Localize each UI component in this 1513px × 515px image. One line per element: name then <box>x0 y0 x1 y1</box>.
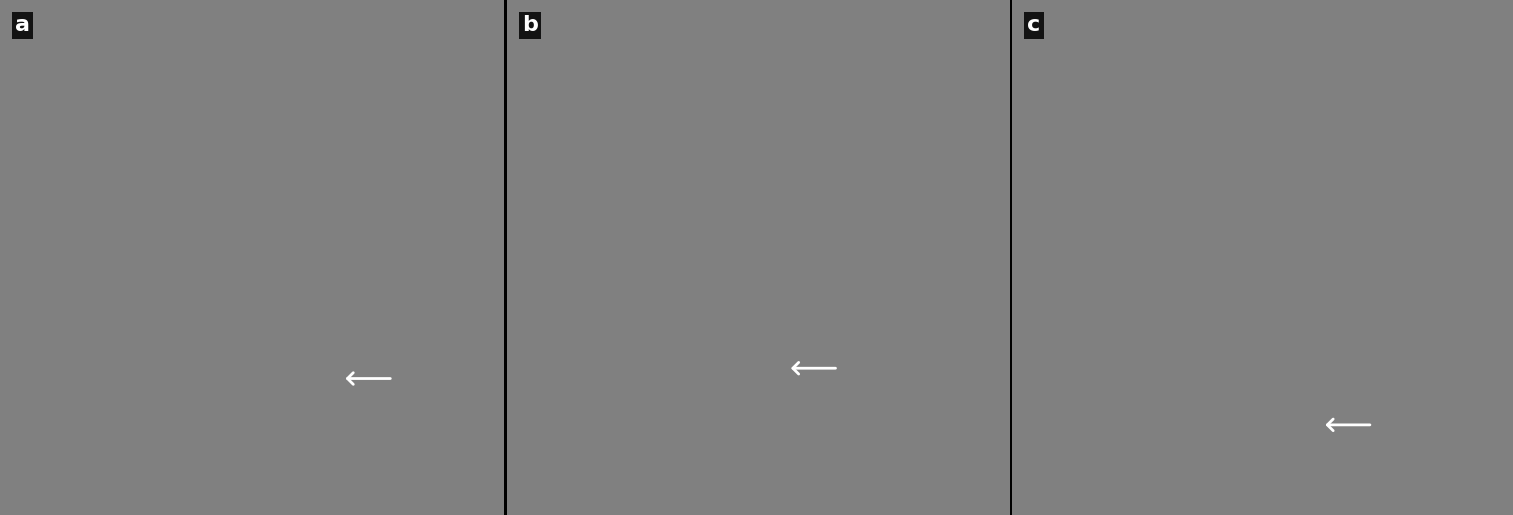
Text: c: c <box>1027 15 1041 36</box>
Text: a: a <box>15 15 30 36</box>
Text: b: b <box>522 15 539 36</box>
